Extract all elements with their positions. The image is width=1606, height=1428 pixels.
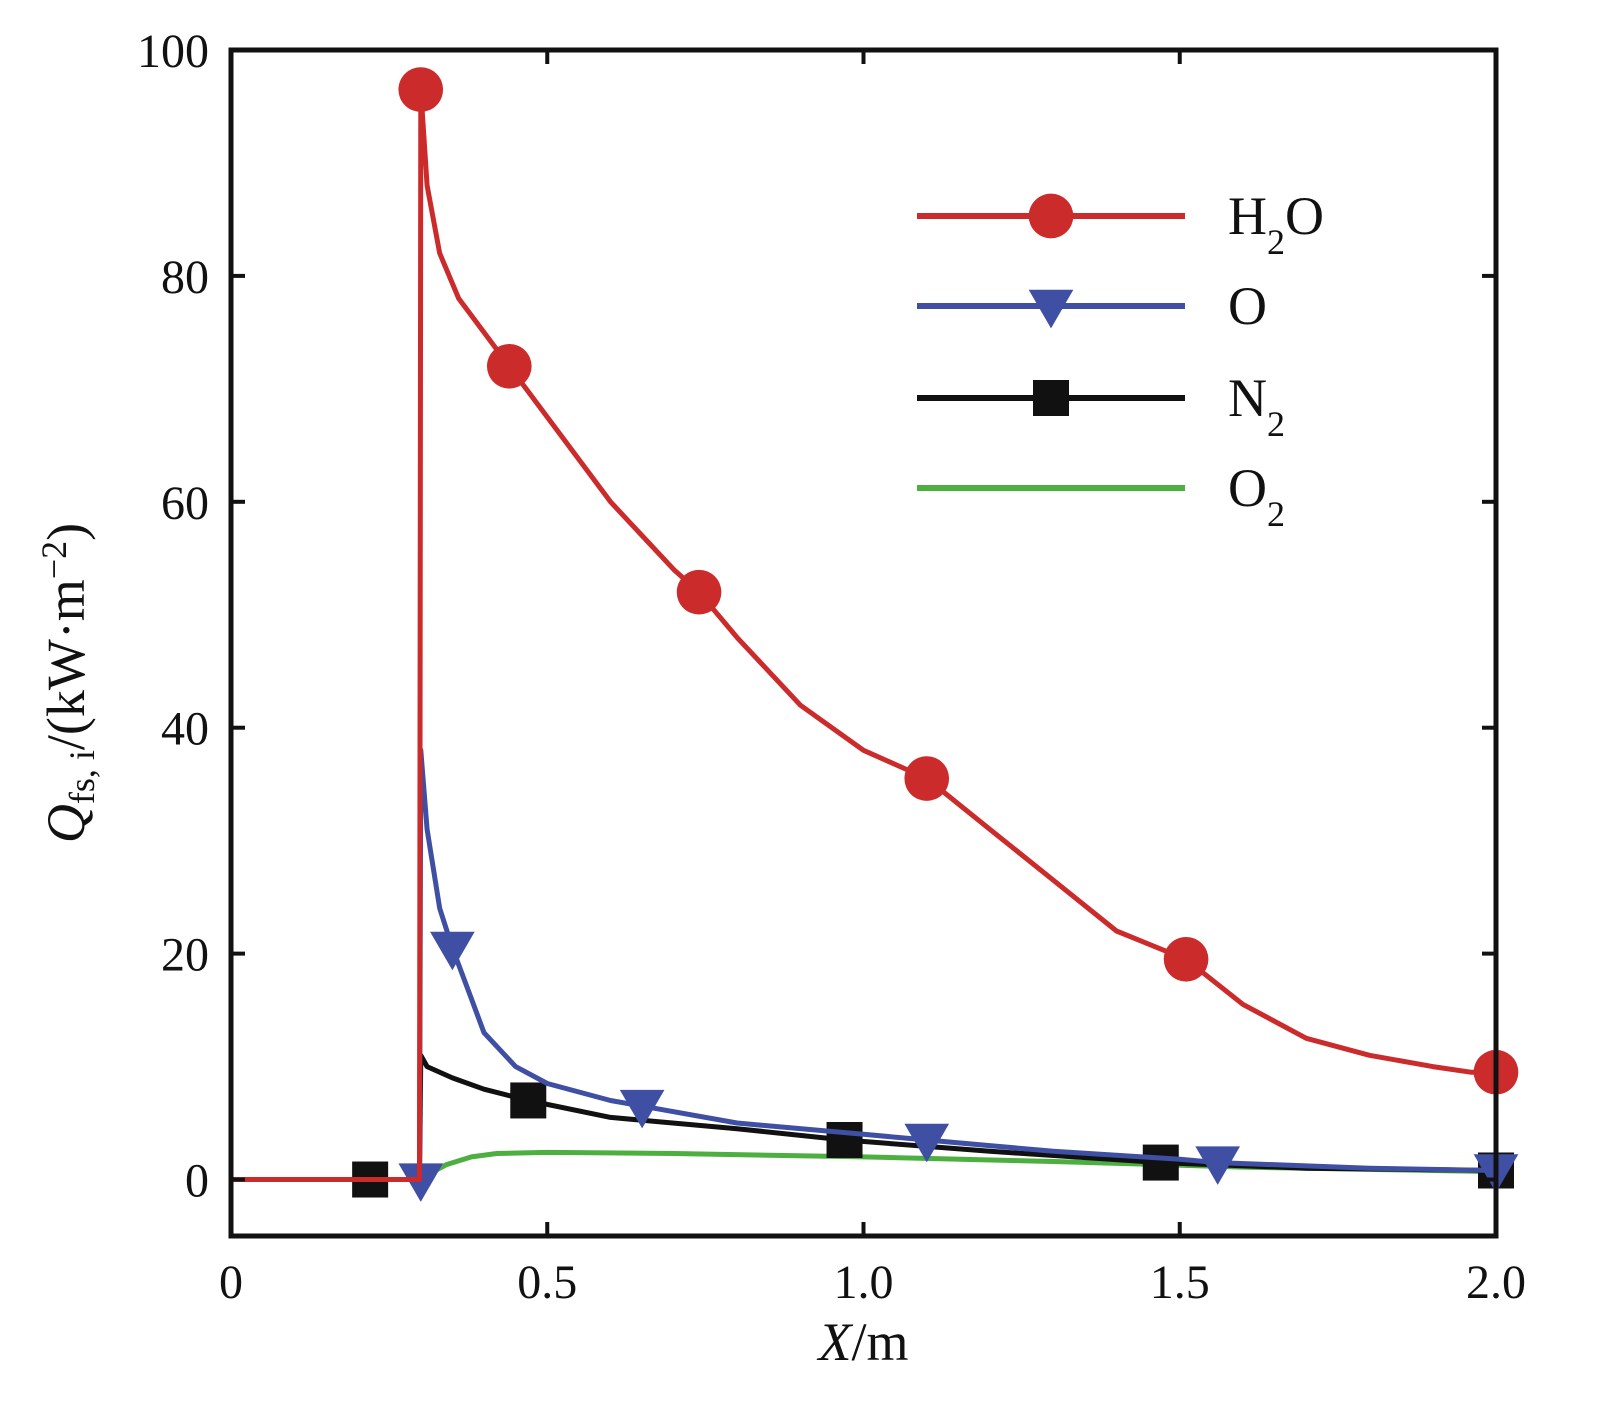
legend-label: O2 bbox=[1228, 458, 1285, 534]
x-tick-label: 0 bbox=[219, 1256, 243, 1309]
data-point-triangle bbox=[430, 931, 475, 971]
legend-item: O bbox=[917, 276, 1267, 336]
series-0 bbox=[228, 67, 1519, 1182]
x-tick-label: 1.5 bbox=[1150, 1256, 1210, 1309]
data-point-square bbox=[510, 1082, 547, 1119]
legend-label: N2 bbox=[1228, 368, 1285, 444]
data-point-triangle bbox=[904, 1123, 950, 1163]
series-layer bbox=[228, 67, 1519, 1202]
y-axis-label-unit-close: ) bbox=[36, 523, 96, 541]
x-tick-label: 1.0 bbox=[834, 1256, 894, 1309]
series-1 bbox=[228, 747, 1519, 1202]
legend-label-name: N bbox=[1228, 368, 1267, 428]
data-point-triangle bbox=[1195, 1146, 1241, 1185]
y-tick-label: 40 bbox=[161, 703, 209, 756]
ticks-layer: 0 0.5 1.0 1.5 2.0 0 20 40 60 80 100 bbox=[137, 25, 1526, 1309]
x-axis-label-main: X bbox=[816, 1312, 853, 1372]
y-axis-label-subscript: fs, i bbox=[62, 750, 102, 804]
legend-label-name: O bbox=[1228, 458, 1267, 518]
legend-label: O bbox=[1228, 276, 1267, 336]
y-axis-label-unit-sup: −2 bbox=[34, 541, 74, 579]
legend-item: N2 bbox=[917, 368, 1285, 444]
data-point-circle bbox=[1028, 193, 1074, 239]
series-line bbox=[228, 747, 1499, 1182]
y-tick-label: 60 bbox=[161, 477, 209, 530]
data-point-square bbox=[826, 1121, 863, 1158]
y-tick-label: 0 bbox=[185, 1155, 209, 1208]
x-tick-label: 0.5 bbox=[517, 1256, 577, 1309]
data-point-triangle bbox=[619, 1089, 665, 1129]
x-tick-label: 2.0 bbox=[1466, 1256, 1526, 1309]
data-point-circle bbox=[676, 569, 722, 615]
y-axis-label-unit: /(kW·m bbox=[36, 579, 96, 750]
legend-item: H2O bbox=[917, 186, 1324, 262]
data-point-circle bbox=[486, 343, 532, 389]
legend-item: O2 bbox=[917, 458, 1285, 534]
y-axis-label: Qfs, i/(kW·m−2) bbox=[34, 523, 102, 843]
legend-label-sub: 2 bbox=[1267, 404, 1285, 444]
x-axis-label-unit: /m bbox=[851, 1312, 908, 1372]
legend-label: H2O bbox=[1228, 186, 1324, 262]
x-axis-label: X/m bbox=[816, 1312, 908, 1372]
y-tick-label: 100 bbox=[137, 25, 209, 78]
data-point-triangle bbox=[398, 1163, 444, 1202]
data-point-triangle bbox=[1028, 289, 1074, 329]
y-tick-label: 80 bbox=[161, 251, 209, 304]
data-point-square bbox=[1033, 380, 1069, 416]
legend-label-name: H bbox=[1228, 186, 1267, 246]
data-point-circle bbox=[904, 756, 950, 801]
legend-label-tail: O bbox=[1285, 186, 1324, 246]
y-tick-label: 20 bbox=[161, 929, 209, 982]
legend-label-sub: 2 bbox=[1267, 494, 1285, 534]
y-axis-label-main: Q bbox=[36, 804, 96, 843]
legend-label-name: O bbox=[1228, 276, 1267, 336]
legend-label-sub: 2 bbox=[1267, 222, 1285, 262]
data-point-circle bbox=[398, 67, 444, 112]
data-point-square bbox=[1142, 1144, 1179, 1181]
series-line bbox=[228, 87, 1499, 1182]
data-point-circle bbox=[1163, 936, 1209, 982]
